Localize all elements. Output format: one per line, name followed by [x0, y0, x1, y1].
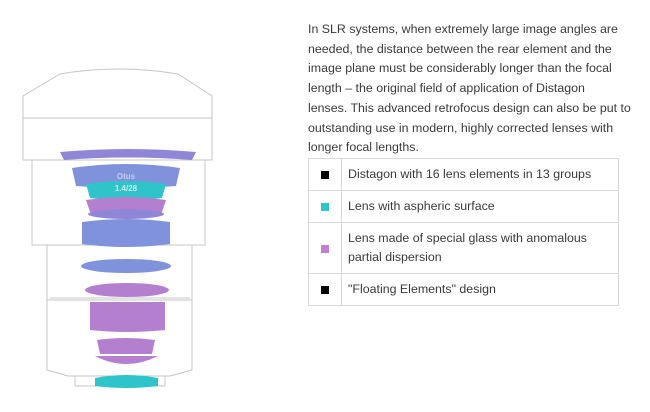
legend-label: Lens made of special glass with anomalou… [341, 222, 619, 274]
lens-elements [60, 149, 196, 388]
legend-label: Lens with aspheric surface [341, 190, 619, 223]
description-line: outstanding use in modern, highly correc… [308, 120, 614, 135]
description-line: lenses. This advanced retrofocus design … [308, 100, 631, 115]
legend-table: Distagon with 16 lens elements in 13 gro… [308, 158, 619, 306]
legend-label: Distagon with 16 lens elements in 13 gro… [341, 158, 619, 191]
legend-swatch [321, 286, 329, 295]
legend-row: "Floating Elements" design [308, 273, 619, 306]
description-line: needed, the distance between the rear el… [308, 41, 612, 56]
legend-row: Lens made of special glass with anomalou… [308, 222, 619, 274]
legend-label: "Floating Elements" design [341, 273, 619, 306]
lens-spec: 1.4/28 [115, 184, 138, 193]
legend-swatch-cell [308, 190, 342, 223]
legend-swatch [321, 203, 329, 212]
legend-row: Lens with aspheric surface [308, 190, 619, 223]
description-line: In SLR systems, when extremely large ima… [308, 22, 618, 36]
legend-swatch [321, 171, 329, 180]
legend-swatch [321, 244, 329, 253]
legend-swatch-cell [308, 158, 342, 191]
legend-swatch-cell [308, 273, 342, 306]
lens-diagram: Otus 1.4/28 [22, 68, 213, 388]
description: In SLR systems, when extremely large ima… [308, 20, 631, 158]
description-line: longer focal lengths. [308, 140, 419, 155]
description-line: image plane must be considerably longer … [308, 61, 612, 76]
legend-swatch-cell [308, 222, 342, 274]
lens-name: Otus [117, 172, 136, 181]
description-line: length – the original field of applicati… [308, 81, 585, 96]
legend-row: Distagon with 16 lens elements in 13 gro… [308, 158, 619, 191]
